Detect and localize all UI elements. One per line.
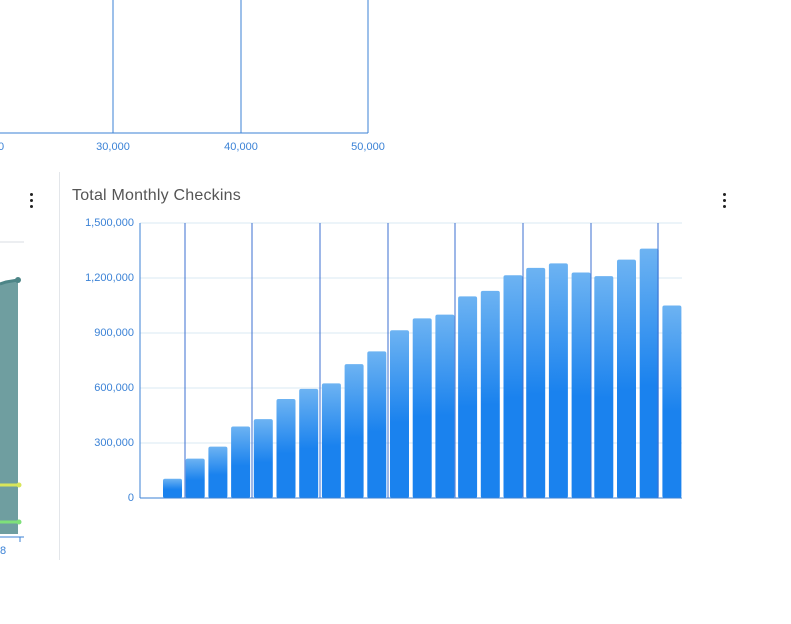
bar[interactable] [185, 458, 205, 498]
bar[interactable] [571, 272, 591, 499]
bar[interactable] [526, 267, 546, 498]
bar[interactable] [639, 248, 659, 498]
top-chart-x-tick: 40,000 [224, 141, 258, 153]
bar[interactable] [548, 263, 568, 498]
bar[interactable] [480, 290, 500, 498]
bar[interactable] [253, 419, 273, 498]
left-chart-line [0, 278, 19, 286]
bar[interactable] [435, 314, 455, 498]
top-chart: 0 30,000 40,000 50,000 [0, 0, 400, 165]
bar[interactable] [344, 364, 364, 498]
left-card-menu-icon[interactable] [28, 191, 34, 213]
y-tick-label: 0 [127, 492, 134, 504]
bar[interactable] [163, 478, 182, 498]
left-chart-card: 8 [0, 172, 60, 562]
bar[interactable] [503, 275, 523, 498]
bar[interactable] [662, 305, 682, 499]
top-chart-plot [0, 0, 369, 134]
y-tick-label: 600,000 [94, 382, 134, 394]
left-chart-point [15, 277, 21, 283]
bar[interactable] [617, 259, 636, 498]
left-chart-point [16, 519, 22, 525]
bar[interactable] [321, 383, 341, 498]
y-tick-label: 1,500,000 [85, 217, 134, 229]
top-chart-x-tick: 50,000 [351, 141, 385, 153]
bar[interactable] [208, 446, 228, 498]
left-chart-x-tick: 8 [0, 545, 7, 557]
left-chart-plot [0, 241, 24, 542]
bar[interactable] [412, 318, 432, 498]
bar[interactable] [390, 330, 409, 498]
bar[interactable] [231, 426, 251, 499]
bar[interactable] [276, 399, 296, 498]
bar[interactable] [367, 351, 387, 498]
bar[interactable] [458, 296, 478, 498]
bar[interactable] [594, 276, 614, 498]
y-tick-label: 300,000 [94, 437, 134, 449]
top-chart-x-tick: 30,000 [96, 141, 130, 153]
card-divider [59, 172, 60, 560]
chart-plot [139, 222, 682, 499]
monthly-checkins-chart: 0 300,000 600,000 900,000 1,200,000 1,500,000 [60, 210, 700, 520]
kebab-menu-icon[interactable] [721, 191, 727, 213]
left-chart-point [16, 482, 22, 488]
card-title: Total Monthly Checkins [72, 187, 241, 204]
top-chart-x-tick: 0 [0, 141, 5, 153]
y-tick-label: 1,200,000 [85, 272, 134, 284]
left-chart-area [0, 280, 18, 534]
y-tick-label: 900,000 [94, 327, 134, 339]
bar[interactable] [299, 388, 319, 498]
